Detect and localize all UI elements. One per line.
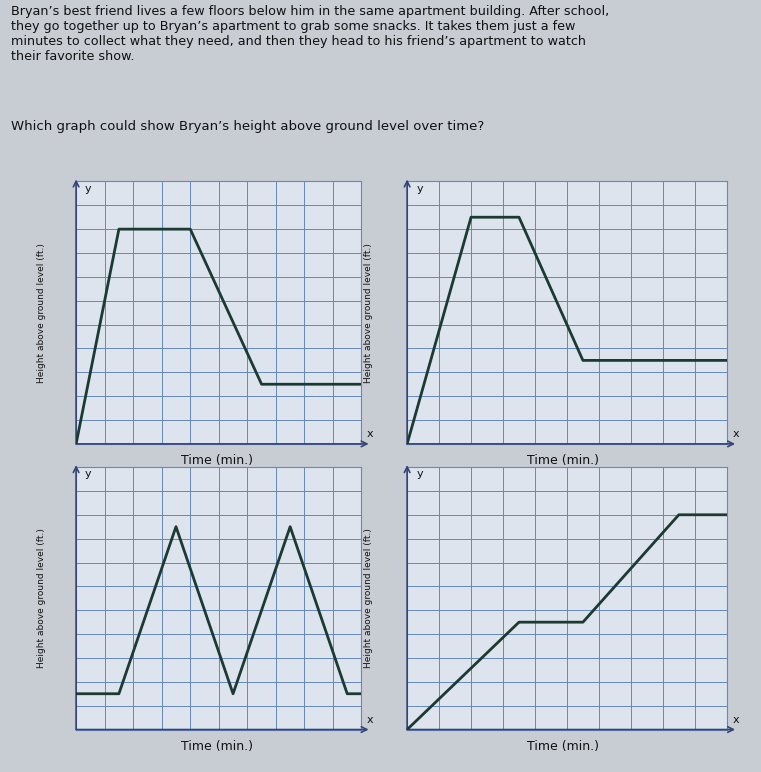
Text: x: x xyxy=(733,429,740,439)
Text: Height above ground level (ft.): Height above ground level (ft.) xyxy=(365,528,374,669)
Text: y: y xyxy=(416,469,423,479)
Text: Height above ground level (ft.): Height above ground level (ft.) xyxy=(37,528,46,669)
Text: Time (min.): Time (min.) xyxy=(181,454,253,467)
Text: Height above ground level (ft.): Height above ground level (ft.) xyxy=(37,242,46,383)
Text: Which graph could show Bryan’s height above ground level over time?: Which graph could show Bryan’s height ab… xyxy=(11,120,485,133)
Text: Height above ground level (ft.): Height above ground level (ft.) xyxy=(365,242,374,383)
Text: x: x xyxy=(367,715,374,725)
Text: y: y xyxy=(84,184,91,194)
Text: y: y xyxy=(84,469,91,479)
Text: Time (min.): Time (min.) xyxy=(527,454,599,467)
Text: x: x xyxy=(733,715,740,725)
Text: Time (min.): Time (min.) xyxy=(527,740,599,753)
Text: Bryan’s best friend lives a few floors below him in the same apartment building.: Bryan’s best friend lives a few floors b… xyxy=(11,5,610,63)
Text: Time (min.): Time (min.) xyxy=(181,740,253,753)
Text: y: y xyxy=(416,184,423,194)
Text: x: x xyxy=(367,429,374,439)
